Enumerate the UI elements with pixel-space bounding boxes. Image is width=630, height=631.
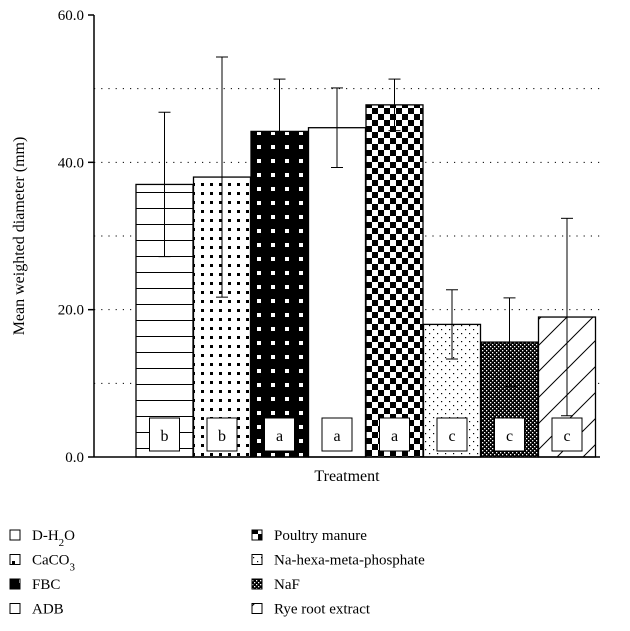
x-axis-title: Treatment [314, 468, 380, 485]
legend-swatch [9, 554, 21, 565]
legend-label: CaCO3 [32, 553, 76, 574]
y-tick-label: 40.0 [58, 155, 84, 171]
significance-letter: a [333, 428, 340, 445]
legend-label: ADB [32, 602, 64, 618]
legend-swatch [9, 529, 21, 541]
legend: D-H2O CaCO3 FBC ADB Poultry manure Na-hexa-me… [9, 528, 425, 618]
legend-swatch [251, 578, 263, 590]
significance-letter: c [563, 428, 570, 445]
significance-box [321, 417, 353, 452]
significance-letter: c [506, 428, 513, 445]
significance-box [551, 417, 583, 452]
y-axis-title: Mean weighted diameter (mm) [11, 137, 28, 336]
legend-swatch [251, 554, 263, 565]
legend-label: FBC [32, 577, 60, 593]
significance-box [149, 417, 180, 452]
significance-letter: a [276, 428, 283, 445]
legend-swatch [251, 529, 263, 541]
significance-box [436, 417, 468, 452]
significance-box [206, 417, 238, 452]
y-tick-label: 60.0 [58, 8, 84, 24]
significance-letter: b [218, 428, 226, 445]
legend-swatch [9, 603, 21, 614]
legend-label: Na-hexa-meta-phosphate [274, 553, 425, 569]
bar [307, 127, 367, 458]
y-tick-label: 0.0 [65, 450, 84, 466]
significance-box [264, 417, 295, 452]
significance-letter: c [448, 428, 455, 445]
significance-box [379, 417, 410, 452]
legend-swatch [9, 578, 21, 590]
legend-swatch [251, 603, 263, 614]
significance-box [494, 417, 525, 452]
legend-label: NaF [274, 577, 300, 593]
significance-letter: b [161, 428, 169, 445]
legend-label: Rye root extract [274, 602, 371, 618]
y-tick-label: 20.0 [58, 303, 84, 319]
legend-label: D-H2O [32, 528, 75, 549]
significance-letter: a [391, 428, 398, 445]
axes: 0.0 20.0 40.0 60.0 [58, 8, 600, 466]
legend-label: Poultry manure [274, 528, 367, 544]
bar [365, 104, 424, 458]
